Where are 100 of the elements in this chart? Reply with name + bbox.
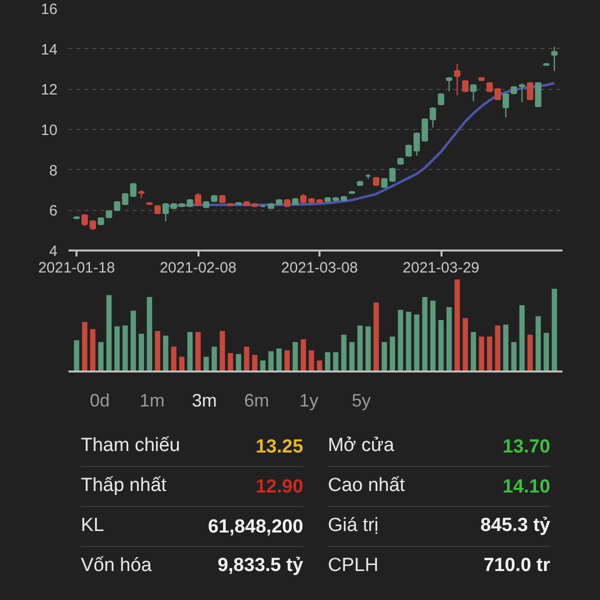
text: 1m: [140, 390, 165, 410]
text: 13.25: [256, 436, 304, 458]
candlestick: [446, 76, 452, 92]
bar: [171, 346, 176, 372]
text: Giá trị: [328, 515, 379, 536]
bar: [325, 352, 330, 372]
text: Tham chiếu: [80, 435, 180, 456]
bar: [382, 342, 387, 372]
bar: [341, 334, 346, 372]
bar: [422, 296, 428, 372]
text: Vốn hóa: [80, 555, 152, 576]
bar: [228, 353, 234, 372]
bar: [374, 302, 379, 372]
bar: [503, 324, 508, 372]
text: 12.90: [256, 476, 304, 498]
y-tick-label: 6: [49, 202, 58, 220]
bar: [478, 336, 484, 372]
bar: [544, 332, 549, 372]
bar: [519, 305, 525, 372]
bar: [438, 320, 444, 372]
text: CPLH: [328, 555, 379, 576]
bar: [204, 356, 209, 372]
bar: [390, 336, 396, 372]
bar: [130, 310, 136, 372]
bar: [527, 334, 533, 372]
bar: [398, 310, 404, 372]
bar: [470, 332, 476, 372]
bar: [284, 350, 290, 372]
candlestick: [194, 192, 202, 207]
bar: [536, 316, 541, 372]
bar: [74, 340, 80, 372]
candlestick: [470, 84, 477, 102]
bar: [82, 322, 88, 372]
bar: [138, 334, 144, 372]
y-tick-label: 12: [40, 82, 58, 99]
y-tick-label: 16: [40, 1, 58, 18]
y-tick-label: 8: [49, 162, 58, 180]
text: 5y: [352, 390, 371, 410]
candlestick: [551, 46, 558, 72]
x-tick-label: 2021-03-29: [402, 260, 480, 276]
bar: [366, 326, 371, 372]
text: 14.10: [502, 476, 550, 498]
text: 0d: [90, 390, 110, 410]
bar: [146, 296, 152, 372]
bar: [495, 326, 500, 372]
text: 1y: [299, 390, 318, 410]
bar: [114, 326, 120, 372]
bar: [195, 332, 201, 372]
text: 845.3 tỷ: [480, 515, 551, 536]
y-tick-label: 14: [40, 41, 58, 58]
bar: [511, 342, 517, 372]
bar: [244, 346, 250, 372]
bar: [414, 314, 420, 372]
candlestick: [502, 92, 509, 118]
text: Thấp nhất: [80, 475, 168, 496]
bar: [179, 356, 185, 372]
bar: [212, 346, 217, 372]
bar: [98, 342, 104, 372]
y-tick-label: 10: [40, 122, 58, 139]
candlestick: [526, 82, 534, 101]
candlestick: [389, 167, 396, 183]
text: 13.70: [502, 436, 550, 458]
bar: [300, 339, 306, 372]
bar: [486, 336, 492, 372]
text: 3m: [192, 390, 217, 410]
bar: [236, 354, 242, 372]
bar: [252, 354, 258, 372]
candlestick: [438, 92, 444, 106]
candlestick: [462, 79, 468, 93]
x-tick-label: 2021-02-08: [160, 260, 236, 276]
x-tick-label: 2021-01-18: [38, 260, 115, 276]
bar: [552, 288, 558, 372]
text: 710.0 tr: [484, 555, 551, 576]
x-tick-label: 2021-03-08: [281, 260, 358, 276]
candlestick: [518, 82, 526, 103]
bar: [276, 348, 282, 372]
bar: [90, 329, 96, 372]
text: 61,848,200: [208, 516, 304, 538]
bar: [260, 360, 266, 372]
bar: [406, 312, 412, 372]
text: Mở cửa: [328, 435, 395, 456]
bar: [454, 280, 460, 372]
bar: [430, 300, 436, 372]
text: 9,833.5 tỷ: [218, 555, 304, 576]
bar: [163, 336, 168, 372]
bar: [187, 332, 193, 372]
bar: [357, 326, 363, 372]
bar: [462, 318, 468, 372]
bar: [308, 350, 314, 372]
candlestick: [535, 82, 542, 108]
bar: [122, 326, 128, 372]
bar: [349, 342, 355, 372]
bar: [106, 295, 112, 372]
text: 6m: [244, 390, 270, 410]
text: Cao nhất: [328, 475, 406, 496]
bar: [154, 331, 160, 372]
candlestick: [454, 63, 460, 96]
y-tick-label: 4: [49, 243, 58, 260]
bar: [446, 307, 452, 372]
bar: [220, 331, 225, 372]
